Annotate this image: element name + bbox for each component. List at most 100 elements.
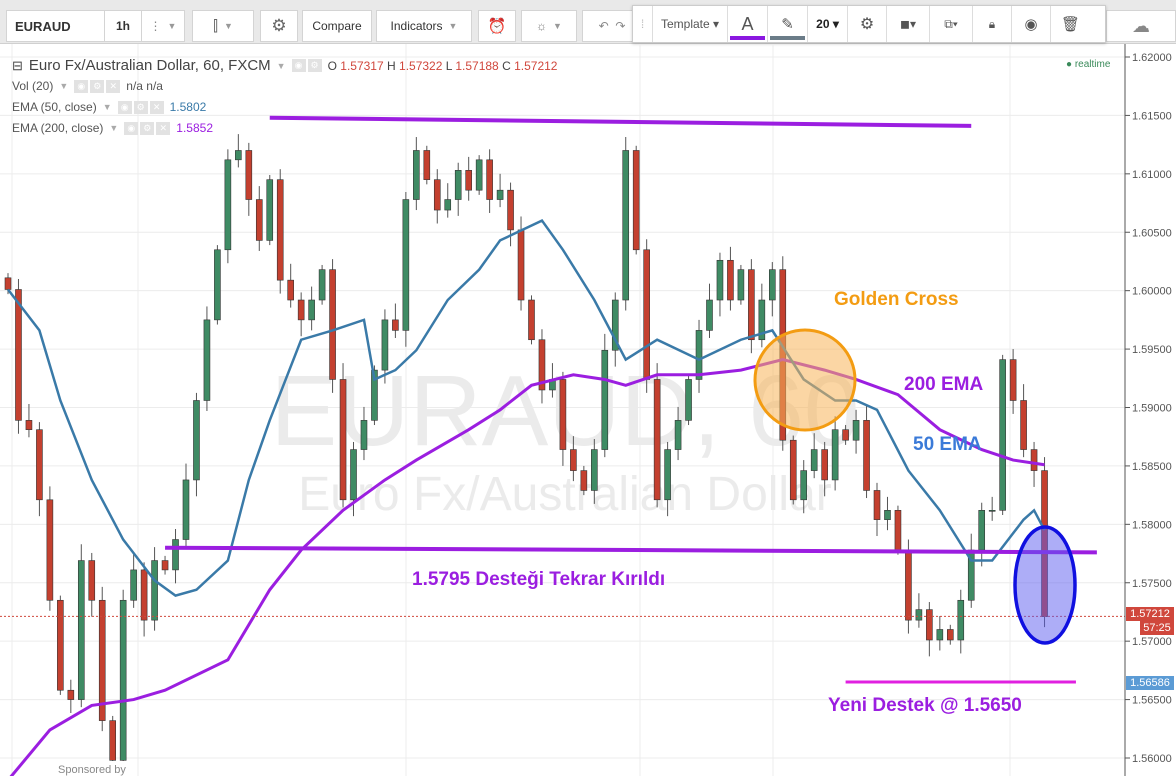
eye-icon[interactable]: ◉ xyxy=(291,59,306,72)
support-line[interactable] xyxy=(165,545,1097,555)
candle-body xyxy=(151,560,158,621)
text-color-button[interactable]: A xyxy=(728,6,768,42)
close-icon[interactable]: ✕ xyxy=(156,121,171,135)
price-tick-label: 1.61000 xyxy=(1132,169,1172,181)
candles-icon: ⫿ xyxy=(213,17,218,35)
lock-button[interactable]: 🔒︎ xyxy=(973,6,1012,42)
ideas-button[interactable]: ☼ ▼ xyxy=(521,10,577,42)
high-value: 1.57322 xyxy=(399,58,443,73)
vol-title[interactable]: Vol (20) xyxy=(12,79,54,93)
candle-body xyxy=(643,249,650,380)
chevron-down-icon[interactable]: ▼ xyxy=(109,123,119,133)
close-icon[interactable]: ✕ xyxy=(149,100,164,114)
symbol-input[interactable]: EURAUD xyxy=(6,10,105,42)
chart-type-button[interactable]: ⫿ ▼ xyxy=(192,10,254,42)
candle-body xyxy=(287,279,294,301)
golden-cross-circle[interactable] xyxy=(753,328,857,432)
candle-body xyxy=(57,599,64,691)
candle-body xyxy=(266,179,274,241)
gear-icon[interactable]: ⚙ xyxy=(133,100,148,114)
visibility-button[interactable]: ◉ xyxy=(1012,6,1051,42)
delete-button[interactable]: 🗑︎ xyxy=(1051,6,1090,42)
font-size-button[interactable]: 20 ▾ xyxy=(808,6,848,42)
ema200-title[interactable]: EMA (200, close) xyxy=(12,121,104,135)
interval-dropdown[interactable]: ⋮ ▼ xyxy=(141,10,185,42)
bring-front-button[interactable]: ◼▾ xyxy=(887,6,930,42)
candle-body xyxy=(15,289,22,421)
gear-icon[interactable]: ⚙ xyxy=(90,79,105,93)
candle-body xyxy=(863,420,870,491)
cloud-upload-icon: ☁ xyxy=(1132,15,1150,36)
drawing-settings-button[interactable]: ⚙ xyxy=(848,6,887,42)
font-size-value: 20 xyxy=(816,17,830,31)
status-dot-icon: ● xyxy=(1066,59,1073,70)
trash-icon: 🗑︎ xyxy=(1060,16,1081,33)
candle-body xyxy=(339,379,347,501)
candle-body xyxy=(371,369,378,421)
vol-values: n/a n/a xyxy=(126,79,163,93)
candle-body xyxy=(308,299,315,321)
candle-body xyxy=(276,179,284,281)
template-button[interactable]: Template ▾ xyxy=(653,6,728,42)
series-controls[interactable]: ◉ ⚙ xyxy=(291,59,322,72)
resistance-line[interactable] xyxy=(269,115,972,128)
candle-body xyxy=(758,299,766,341)
candle-body xyxy=(318,269,326,301)
eye-icon[interactable]: ◉ xyxy=(117,100,132,114)
indicators-button[interactable]: Indicators ▼ xyxy=(376,10,472,42)
candle-body xyxy=(454,170,462,200)
collapse-icon[interactable]: ⊟ xyxy=(12,57,23,73)
candle-body xyxy=(716,259,724,301)
candle-body xyxy=(140,569,148,621)
candle-body xyxy=(360,420,368,450)
low-value: 1.57188 xyxy=(455,58,499,73)
candle-body xyxy=(392,319,399,331)
ema50-controls[interactable]: ◉ ⚙ ✕ xyxy=(117,100,164,114)
price-axis[interactable]: 1.62000 1.61500 1.61000 1.60500 1.60000 1.595… xyxy=(1125,52,1172,765)
price-tick-label: 1.56000 xyxy=(1132,753,1172,765)
price-chart[interactable]: EURAUD, 60 Euro Fx/Australian Dollar Gol… xyxy=(0,44,1176,776)
drag-handle[interactable]: ⁞ xyxy=(633,6,653,42)
low-label: L xyxy=(445,58,452,73)
chevron-down-icon[interactable]: ▼ xyxy=(59,81,69,91)
ema200-value: 1.5852 xyxy=(176,121,213,135)
candle-body xyxy=(67,689,75,700)
eye-icon[interactable]: ◉ xyxy=(74,79,89,93)
ema200-controls[interactable]: ◉ ⚙ ✕ xyxy=(124,121,171,135)
chevron-down-icon[interactable]: ▼ xyxy=(276,60,286,71)
undo-icon[interactable]: ↶ xyxy=(598,19,609,33)
gear-icon[interactable]: ⚙ xyxy=(307,59,322,72)
redo-icon[interactable]: ↷ xyxy=(615,19,626,33)
interval-button[interactable]: 1h xyxy=(104,10,142,42)
highlight-ellipse[interactable] xyxy=(1013,525,1077,645)
close-icon[interactable]: ✕ xyxy=(106,79,121,93)
bring-back-button[interactable]: ⧉▾ xyxy=(930,6,973,42)
candle-body xyxy=(789,439,797,501)
vol-controls[interactable]: ◉ ⚙ ✕ xyxy=(74,79,121,93)
gear-icon: ⚙ xyxy=(859,16,875,33)
price-tick-label: 1.59000 xyxy=(1132,403,1172,415)
settings-button[interactable]: ⚙ xyxy=(260,10,298,42)
price-tick-label: 1.56500 xyxy=(1132,695,1172,707)
gear-icon[interactable]: ⚙ xyxy=(140,121,155,135)
candle-body xyxy=(821,449,828,481)
eye-icon[interactable]: ◉ xyxy=(124,121,139,135)
chevron-down-icon: ▼ xyxy=(448,21,458,31)
layers-back-icon: ⧉▾ xyxy=(944,16,958,31)
price-tick-label: 1.62000 xyxy=(1132,52,1172,64)
chevron-down-icon[interactable]: ▼ xyxy=(102,102,112,112)
series-title[interactable]: Euro Fx/Australian Dollar, 60, FXCM xyxy=(28,57,271,74)
ema200-line xyxy=(9,358,1045,776)
candle-body xyxy=(423,150,431,180)
compare-button[interactable]: Compare xyxy=(302,10,372,42)
price-tick-label: 1.58500 xyxy=(1132,461,1172,473)
template-label: Template xyxy=(660,17,710,31)
close-value: 1.57212 xyxy=(514,58,558,73)
candle-body xyxy=(224,159,232,251)
ema50-title[interactable]: EMA (50, close) xyxy=(12,100,97,114)
candle-body xyxy=(873,490,881,520)
cloud-button[interactable]: ☁ xyxy=(1106,10,1176,42)
alert-button[interactable]: ⏰ xyxy=(478,10,516,42)
watermark-name: Euro Fx/Australian Dollar xyxy=(298,468,832,521)
line-color-button[interactable]: ✎ xyxy=(768,6,808,42)
